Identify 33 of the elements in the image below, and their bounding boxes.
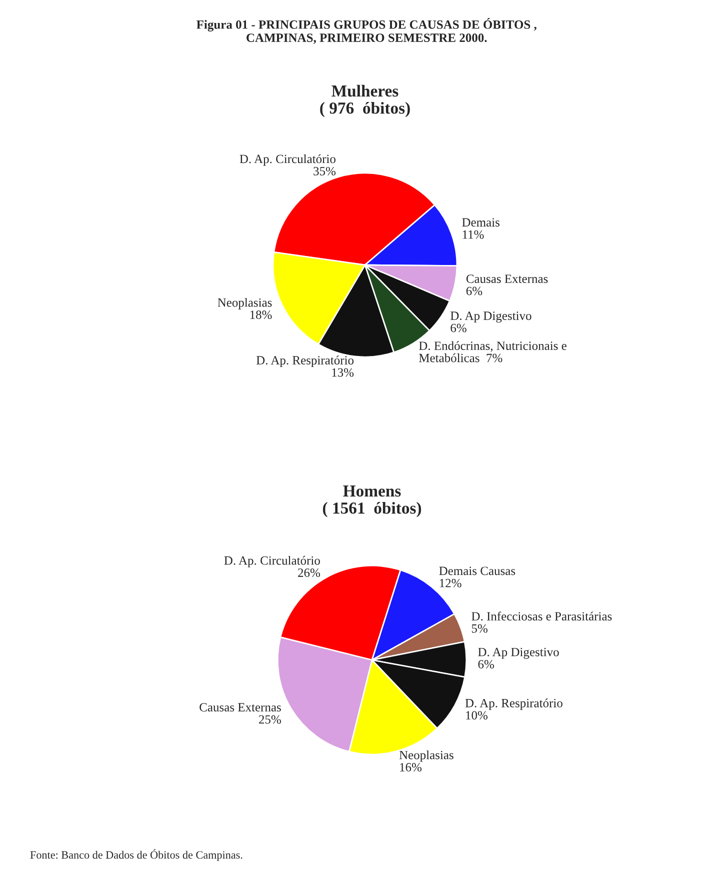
data-label: 13% bbox=[332, 368, 354, 377]
chart-title: Mulheres bbox=[332, 84, 398, 97]
data-label: 12% bbox=[440, 578, 462, 588]
chart-title: Homens bbox=[343, 486, 401, 497]
slice-label: Causas Externas bbox=[466, 274, 548, 284]
data-label: 6% bbox=[450, 324, 466, 332]
data-label: 10% bbox=[466, 711, 488, 720]
slice-label: D. Infecciosas e Parasitárias bbox=[472, 612, 612, 621]
slice-label: D. Ap. Circulatório bbox=[240, 154, 336, 166]
data-label: 16% bbox=[400, 763, 422, 772]
data-label: 26% bbox=[298, 568, 320, 577]
data-label: 6% bbox=[466, 286, 482, 296]
data-label: 11% bbox=[462, 230, 484, 239]
data-label: 25% bbox=[259, 715, 281, 724]
slice-label: Demais bbox=[462, 218, 500, 227]
slice-label: Demais Causas bbox=[439, 566, 516, 576]
slice-label: D. Ap. Respiratório bbox=[256, 356, 354, 368]
data-label: 5% bbox=[472, 624, 488, 633]
slice-label: Neoplasias bbox=[218, 298, 272, 310]
chart-subtitle: ( 976 óbitos) bbox=[320, 102, 410, 118]
text: Figura 01 - PRINCIPAIS GRUPOS DE CAUSAS DE ÓBITOS , CAMPINAS, PRIMEIRO SEMESTRE 2000. bbox=[196, 18, 536, 44]
source-note: Fonte: Banco de Dados de Óbitos de Campinas. bbox=[30, 849, 242, 861]
slice-label: D. Endócrinas, Nutricionais e Metabólicas 7% bbox=[419, 341, 566, 362]
slice-label: Neoplasias bbox=[399, 750, 454, 762]
slice-label: D. Ap Digestivo bbox=[478, 648, 559, 659]
slice-label: Causas Externas bbox=[200, 703, 281, 712]
data-label: 18% bbox=[250, 310, 272, 320]
slice-label: D. Ap Digestivo bbox=[450, 312, 532, 323]
data-label: 35% bbox=[314, 166, 336, 176]
chart-subtitle: ( 1561 óbitos) bbox=[322, 502, 422, 518]
data-label: 6% bbox=[478, 660, 494, 669]
slice-label: D. Ap. Circulatório bbox=[224, 556, 320, 568]
slice-label: D. Ap. Respiratório bbox=[465, 698, 562, 710]
